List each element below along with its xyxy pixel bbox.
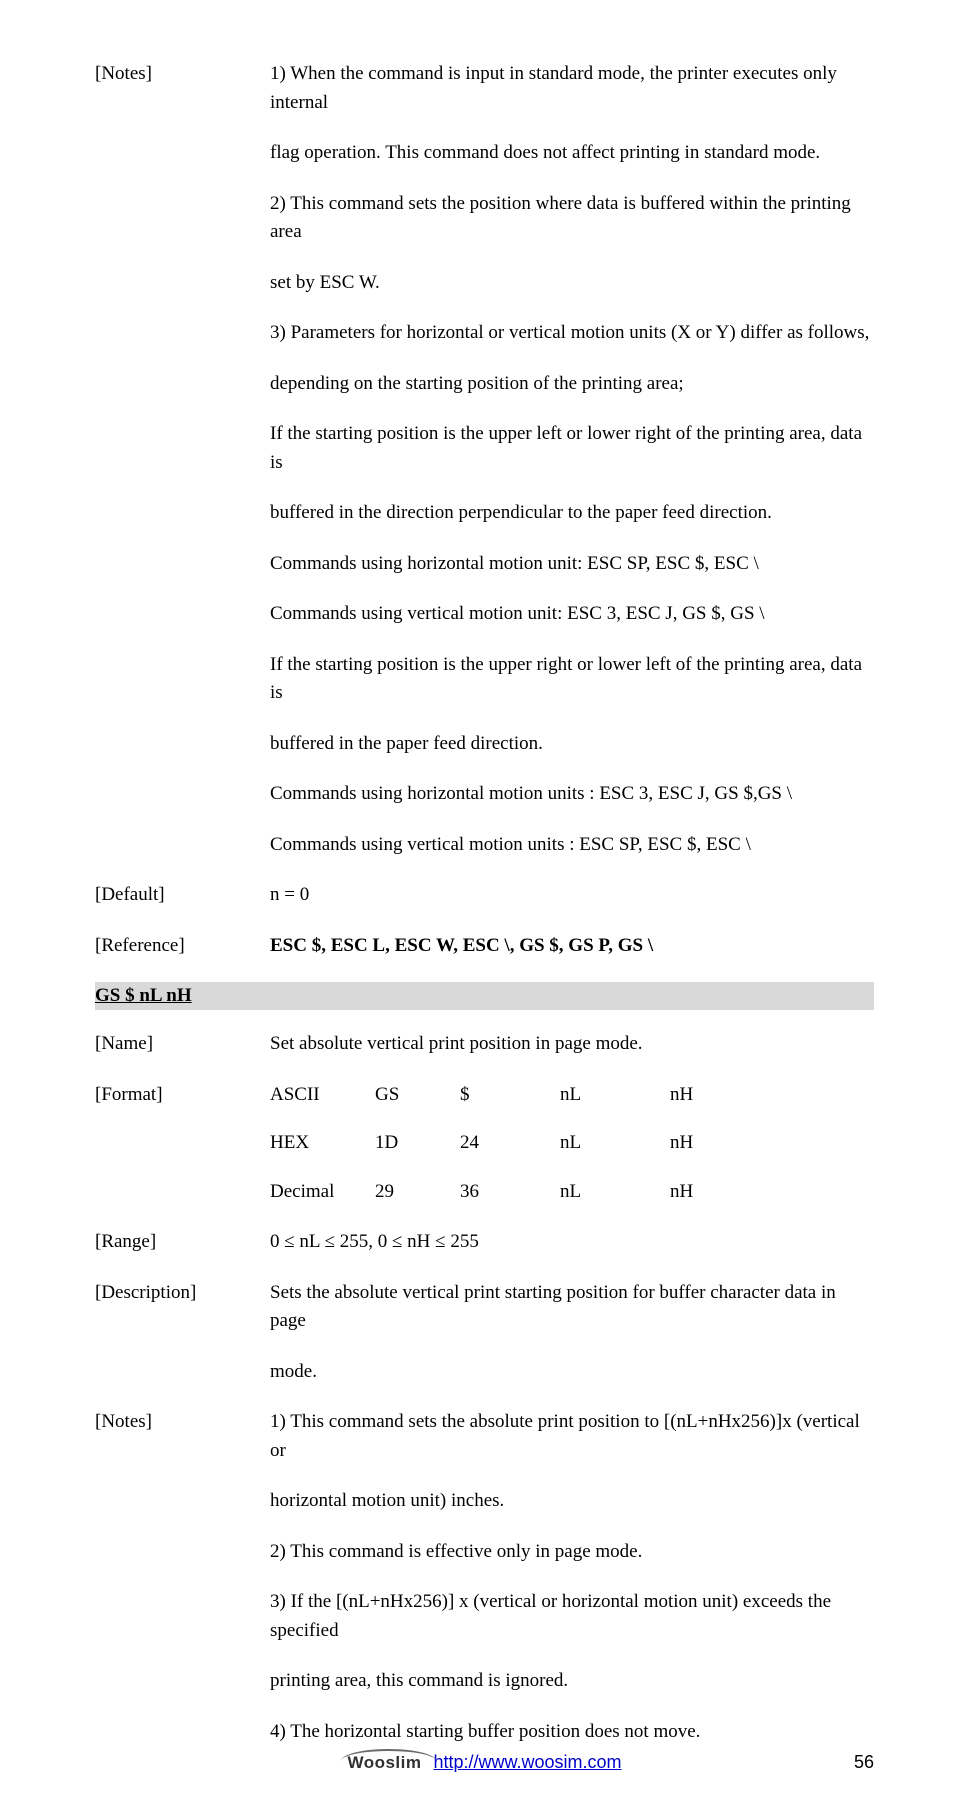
text-row: Commands using horizontal motion units :… — [95, 780, 874, 809]
notes2-line: horizontal motion unit) inches. — [270, 1487, 874, 1516]
text-row: horizontal motion unit) inches. — [95, 1487, 874, 1516]
section-heading: GS $ nL nH — [95, 982, 874, 1010]
text-line: flag operation. This command does not af… — [270, 139, 874, 168]
text-row: Commands using vertical motion units : E… — [95, 831, 874, 860]
text-row: printing area, this command is ignored. — [95, 1667, 874, 1696]
name-row: [Name] Set absolute vertical print posit… — [95, 1030, 874, 1059]
text-row: 3) Parameters for horizontal or vertical… — [95, 319, 874, 348]
notes2-line: 4) The horizontal starting buffer positi… — [270, 1718, 874, 1747]
description-line: mode. — [270, 1358, 874, 1387]
name-value: Set absolute vertical print position in … — [270, 1030, 874, 1059]
notes-label: [Notes] — [95, 60, 270, 117]
fmt-cell: nH — [670, 1129, 874, 1158]
text-row: 3) If the [(nL+nHx256)] x (vertical or h… — [95, 1588, 874, 1645]
fmt-cell: 24 — [460, 1129, 560, 1158]
page: [Notes] 1) When the command is input in … — [0, 0, 969, 1798]
range-label: [Range] — [95, 1228, 270, 1257]
text-line: set by ESC W. — [270, 269, 874, 298]
fmt-cell: nH — [670, 1081, 874, 1110]
text-line: Commands using horizontal motion unit: E… — [270, 550, 874, 579]
description-label: [Description] — [95, 1279, 270, 1336]
text-row: mode. — [95, 1358, 874, 1387]
text-line: buffered in the direction perpendicular … — [270, 499, 874, 528]
default-value: n = 0 — [270, 881, 874, 910]
format-table: ASCII GS $ nL nH HEX 1D 24 nL nH Decimal… — [270, 1081, 874, 1207]
reference-value: ESC $, ESC L, ESC W, ESC \, GS $, GS P, … — [270, 932, 874, 961]
text-line: Commands using vertical motion unit: ESC… — [270, 600, 874, 629]
text-row: If the starting position is the upper ri… — [95, 651, 874, 708]
footer: Wooslim http://www.woosim.com — [0, 1752, 969, 1773]
notes2-line: printing area, this command is ignored. — [270, 1667, 874, 1696]
text-row: If the starting position is the upper le… — [95, 420, 874, 477]
notes2-row: [Notes] 1) This command sets the absolut… — [95, 1408, 874, 1465]
reference-label: [Reference] — [95, 932, 270, 961]
text-line: If the starting position is the upper ri… — [270, 651, 874, 708]
text-row: 2) This command sets the position where … — [95, 190, 874, 247]
format-row-ascii: ASCII GS $ nL nH — [270, 1081, 874, 1110]
format-row-decimal: Decimal 29 36 nL nH — [270, 1178, 874, 1207]
fmt-cell: nL — [560, 1129, 670, 1158]
format-label: [Format] — [95, 1081, 270, 1207]
text-row: buffered in the paper feed direction. — [95, 730, 874, 759]
name-label: [Name] — [95, 1030, 270, 1059]
notes-content: 1) When the command is input in standard… — [270, 60, 874, 117]
text-line: Commands using vertical motion units : E… — [270, 831, 874, 860]
text-line: depending on the starting position of th… — [270, 370, 874, 399]
format-row: [Format] ASCII GS $ nL nH HEX 1D 24 nL n… — [95, 1081, 874, 1207]
default-label: [Default] — [95, 881, 270, 910]
format-row-hex: HEX 1D 24 nL nH — [270, 1129, 874, 1158]
notes2-line: 2) This command is effective only in pag… — [270, 1538, 874, 1567]
text-row: 4) The horizontal starting buffer positi… — [95, 1718, 874, 1747]
fmt-cell: nH — [670, 1178, 874, 1207]
fmt-cell: 1D — [375, 1129, 460, 1158]
text-line: buffered in the paper feed direction. — [270, 730, 874, 759]
fmt-cell: ASCII — [270, 1081, 375, 1110]
fmt-cell: GS — [375, 1081, 460, 1110]
text-line: 2) This command sets the position where … — [270, 190, 874, 247]
notes-line: 1) When the command is input in standard… — [270, 60, 874, 117]
text-row: flag operation. This command does not af… — [95, 139, 874, 168]
text-line: If the starting position is the upper le… — [270, 420, 874, 477]
notes-row: [Notes] 1) When the command is input in … — [95, 60, 874, 117]
description-row: [Description] Sets the absolute vertical… — [95, 1279, 874, 1336]
reference-row: [Reference] ESC $, ESC L, ESC W, ESC \, … — [95, 932, 874, 961]
footer-inner: Wooslim http://www.woosim.com — [347, 1752, 621, 1773]
fmt-cell: Decimal — [270, 1178, 375, 1207]
page-number: 56 — [854, 1752, 874, 1773]
range-row: [Range] 0 ≤ nL ≤ 255, 0 ≤ nH ≤ 255 — [95, 1228, 874, 1257]
text-row: 2) This command is effective only in pag… — [95, 1538, 874, 1567]
fmt-cell: nL — [560, 1081, 670, 1110]
text-row: set by ESC W. — [95, 269, 874, 298]
fmt-cell: $ — [460, 1081, 560, 1110]
woosim-logo: Wooslim — [347, 1753, 421, 1773]
text-row: Commands using horizontal motion unit: E… — [95, 550, 874, 579]
range-value: 0 ≤ nL ≤ 255, 0 ≤ nH ≤ 255 — [270, 1228, 874, 1257]
woosim-link[interactable]: http://www.woosim.com — [433, 1752, 621, 1773]
fmt-cell: 36 — [460, 1178, 560, 1207]
notes2-line: 3) If the [(nL+nHx256)] x (vertical or h… — [270, 1588, 874, 1645]
fmt-cell: HEX — [270, 1129, 375, 1158]
text-line: 3) Parameters for horizontal or vertical… — [270, 319, 874, 348]
text-row: depending on the starting position of th… — [95, 370, 874, 399]
notes2-line: 1) This command sets the absolute print … — [270, 1408, 874, 1465]
description-line: Sets the absolute vertical print startin… — [270, 1279, 874, 1336]
text-line: Commands using horizontal motion units :… — [270, 780, 874, 809]
fmt-cell: nL — [560, 1178, 670, 1207]
text-row: buffered in the direction perpendicular … — [95, 499, 874, 528]
default-row: [Default] n = 0 — [95, 881, 874, 910]
text-row: Commands using vertical motion unit: ESC… — [95, 600, 874, 629]
fmt-cell: 29 — [375, 1178, 460, 1207]
notes2-label: [Notes] — [95, 1408, 270, 1465]
